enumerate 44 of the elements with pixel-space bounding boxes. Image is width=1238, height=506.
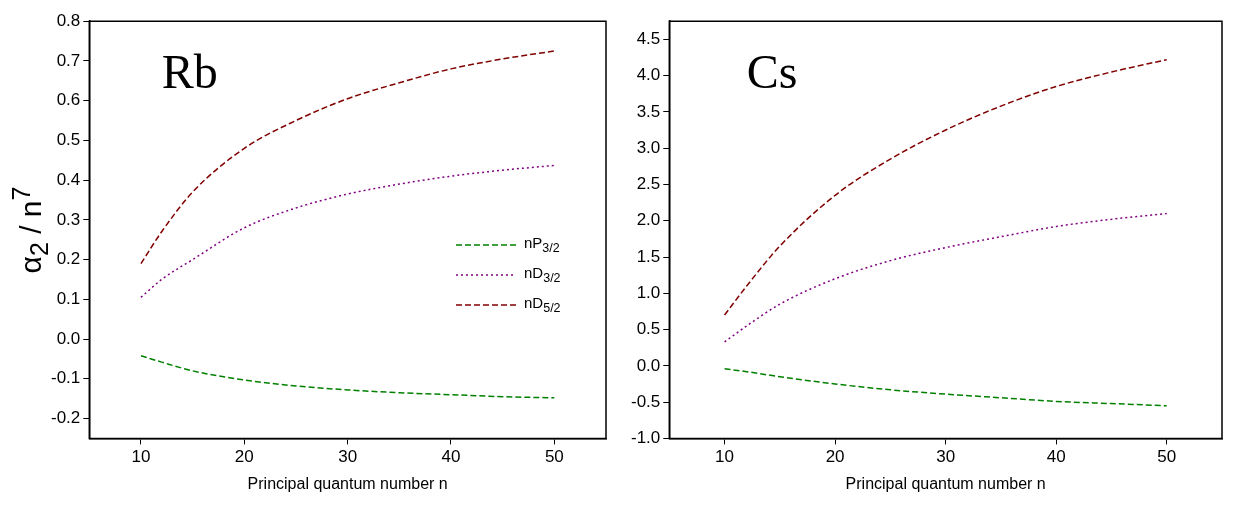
y-tick-label: 2.0 [636, 210, 661, 230]
y-tick-label: 3.0 [636, 137, 661, 157]
legend-label: nP$_{3/2}$ [524, 234, 560, 256]
y-tick-label: 1.0 [636, 282, 661, 302]
y-tick-label: -0.5 [631, 391, 661, 411]
line-series [723, 58, 1168, 316]
y-tick-label: 3.5 [636, 101, 661, 121]
y-tick-label: -1.0 [631, 428, 661, 448]
y-tick-label: 0.0 [56, 328, 81, 348]
x-tick-label: 40 [1046, 447, 1066, 467]
legend-label: nD$_{5/2}$ [524, 294, 561, 316]
y-tick-label: 4.0 [636, 65, 661, 85]
x-tick-label: 30 [338, 447, 358, 467]
x-axis-title: Principal quantum number n [247, 474, 448, 492]
line-series [723, 212, 1168, 343]
line-series [723, 368, 1168, 407]
y-tick-label: 0.3 [56, 209, 81, 229]
y-tick-label: 4.5 [636, 29, 661, 49]
x-tick-label: 50 [1157, 447, 1177, 467]
y-tick-label: -0.1 [51, 368, 81, 388]
y-tick-label: 1.5 [636, 246, 661, 266]
y-tick-label: 0.4 [56, 169, 81, 189]
y-tick-label: 0.5 [636, 319, 661, 339]
annotation: Cs [746, 44, 798, 98]
x-tick-label: 20 [825, 447, 845, 467]
x-tick-label: 20 [234, 447, 254, 467]
y-tick-label: 0.2 [56, 249, 81, 269]
y-tick-label: 0.7 [56, 50, 81, 70]
y-tick-label: -0.2 [51, 408, 81, 428]
y-tick-label: 2.5 [636, 174, 661, 194]
x-tick-label: 50 [544, 447, 564, 467]
legend-label: nD$_{3/2}$ [524, 264, 561, 286]
y-tick-label: 0.5 [56, 130, 81, 150]
x-tick-label: 40 [441, 447, 461, 467]
x-tick-label: 30 [936, 447, 956, 467]
y-tick-label: 0.0 [636, 355, 661, 375]
annotation: Rb [161, 44, 218, 98]
x-axis-title: Principal quantum number n [845, 474, 1046, 492]
x-tick-label: 10 [715, 447, 735, 467]
y-tick-label: 0.1 [56, 289, 81, 309]
x-tick-label: 10 [131, 447, 151, 467]
line-series [140, 355, 556, 399]
y-tick-label: 0.6 [56, 90, 81, 110]
y-tick-label: 0.8 [56, 10, 81, 30]
